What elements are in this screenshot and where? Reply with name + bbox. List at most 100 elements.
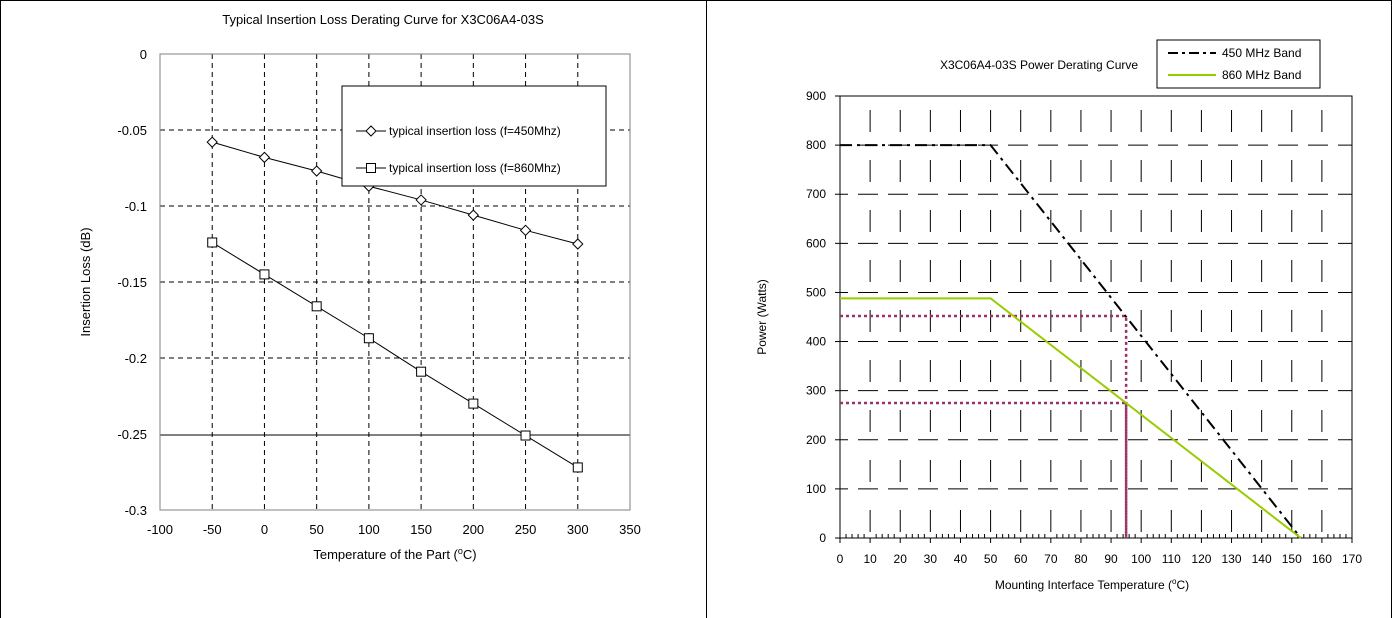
guide-line-0 bbox=[840, 314, 1128, 538]
y-tick-label: 400 bbox=[806, 335, 826, 349]
y-tick-label: 800 bbox=[806, 138, 826, 152]
data-point-diamond bbox=[415, 194, 427, 206]
x-tick-label: 60 bbox=[1014, 552, 1028, 566]
y-tick-label: -0.15 bbox=[117, 275, 147, 290]
x-tick-label: 250 bbox=[515, 522, 537, 537]
y-tick-label: 0 bbox=[140, 47, 147, 62]
minor-ticks bbox=[845, 534, 1347, 538]
y-tick-label: -0.3 bbox=[125, 503, 147, 518]
legend-label-450: 450 MHz Band bbox=[1222, 46, 1301, 60]
x-tick-label: 20 bbox=[894, 552, 908, 566]
x-tick-label: 50 bbox=[984, 552, 998, 566]
series-line-1 bbox=[211, 242, 579, 468]
x-tick-label: 100 bbox=[358, 522, 380, 537]
x-tick-label: 200 bbox=[462, 522, 484, 537]
data-point-square bbox=[207, 237, 218, 248]
x-tick-label: 70 bbox=[1044, 552, 1058, 566]
guide-line-1 bbox=[840, 401, 1128, 538]
data-point-diamond bbox=[258, 151, 271, 164]
x-axis-label-main: Temperature of the Part ( bbox=[313, 547, 458, 562]
data-point-square bbox=[363, 333, 374, 344]
chart-title: X3C06A4-03S Power Derating Curve bbox=[940, 58, 1138, 72]
y-tick-labels: 0 -0.05 -0.1 -0.15 -0.2 -0.25 -0.3 bbox=[117, 47, 147, 518]
y-tick-label: 700 bbox=[806, 187, 826, 201]
x-tick-label: -100 bbox=[147, 522, 173, 537]
x-tick-label: -50 bbox=[203, 522, 222, 537]
legend: 450 MHz Band 860 MHz Band bbox=[1156, 39, 1321, 89]
x-tick-label: 10 bbox=[863, 552, 877, 566]
y-tick-label: -0.25 bbox=[117, 427, 147, 442]
power-derating-chart: X3C06A4-03S Power Derating Curve 0100200… bbox=[755, 39, 1363, 592]
y-tick-label: -0.05 bbox=[117, 123, 147, 138]
data-point-square bbox=[311, 301, 322, 312]
x-tick-label: 150 bbox=[410, 522, 432, 537]
y-tick-label: -0.1 bbox=[125, 199, 147, 214]
x-tick-label: 80 bbox=[1074, 552, 1088, 566]
plot-area bbox=[839, 95, 1353, 539]
series-line-0 bbox=[212, 141, 578, 245]
x-tick-labels: 0 10 20 30 40 50 60 70 80 90 100 110 120 130 140 150 160… bbox=[837, 552, 1363, 566]
x-tick-label: 110 bbox=[1162, 552, 1181, 566]
x-tick-label: 140 bbox=[1252, 552, 1272, 566]
series-group bbox=[206, 136, 584, 473]
data-point-diamond bbox=[310, 165, 323, 177]
legend-marker-diamond bbox=[365, 125, 377, 137]
legend-box bbox=[1156, 39, 1321, 89]
guide-lines bbox=[840, 314, 1128, 538]
data-point-square bbox=[259, 269, 270, 280]
x-tick-label: 90 bbox=[1104, 552, 1118, 566]
y-axis-label: Insertion Loss (dB) bbox=[78, 227, 93, 336]
y-tick-label: 100 bbox=[806, 482, 826, 496]
data-point-diamond bbox=[572, 238, 584, 250]
x-tick-label: 170 bbox=[1342, 552, 1362, 566]
y-tick-label: 600 bbox=[806, 236, 826, 250]
x-tick-label: 40 bbox=[954, 552, 968, 566]
x-tick-label: 130 bbox=[1222, 552, 1242, 566]
data-point-square bbox=[468, 398, 479, 409]
series-line-0 bbox=[840, 144, 1302, 539]
x-tick-label: 150 bbox=[1282, 552, 1302, 566]
series-line-1 bbox=[840, 297, 1302, 539]
data-point-diamond bbox=[519, 224, 532, 237]
y-tick-labels: 0 100 200 300 400 500 600 700 800 900 bbox=[806, 89, 826, 545]
x-tick-label: 30 bbox=[924, 552, 938, 566]
x-tick-label: 0 bbox=[261, 522, 268, 537]
data-point-diamond bbox=[467, 209, 480, 221]
legend-label-450: typical insertion loss (f=450Mhz) bbox=[389, 124, 561, 138]
data-point-square bbox=[572, 462, 583, 473]
y-tick-label: 900 bbox=[806, 89, 826, 103]
chart-title: Typical Insertion Loss Derating Curve fo… bbox=[222, 12, 544, 27]
x-tick-label: 160 bbox=[1312, 552, 1332, 566]
plot-area bbox=[159, 53, 631, 511]
y-tick-label: 500 bbox=[806, 285, 826, 299]
data-point-diamond bbox=[206, 136, 218, 148]
legend-marker-square bbox=[366, 163, 376, 173]
legend-box bbox=[341, 85, 607, 187]
x-tick-label: 0 bbox=[837, 552, 844, 566]
data-point-square bbox=[416, 366, 427, 377]
series-group bbox=[840, 144, 1302, 539]
x-axis-label-degree: o bbox=[1172, 577, 1177, 586]
x-axis-label: Mounting Interface Temperature (oC) bbox=[995, 577, 1189, 592]
x-axis-label-unit: C) bbox=[1177, 578, 1190, 592]
x-axis-label-unit: C) bbox=[463, 547, 477, 562]
y-axis-label: Power (Watts) bbox=[755, 279, 769, 355]
x-axis-label-main: Mounting Interface Temperature ( bbox=[995, 578, 1172, 592]
legend-label-860: 860 MHz Band bbox=[1222, 68, 1301, 82]
insertion-loss-chart: Typical Insertion Loss Derating Curve fo… bbox=[78, 12, 641, 562]
x-axis-label-degree: o bbox=[458, 546, 463, 556]
plot-grid bbox=[835, 95, 1353, 543]
x-axis-label: Temperature of the Part (oC) bbox=[313, 546, 476, 562]
x-tick-label: 350 bbox=[619, 522, 641, 537]
data-point-square bbox=[520, 430, 531, 441]
legend-label-860: typical insertion loss (f=860Mhz) bbox=[389, 161, 561, 175]
y-tick-label: 300 bbox=[806, 384, 826, 398]
y-tick-label: 200 bbox=[806, 433, 826, 447]
x-tick-label: 50 bbox=[309, 522, 323, 537]
y-tick-label: 0 bbox=[819, 531, 826, 545]
y-tick-label: -0.2 bbox=[125, 351, 147, 366]
x-tick-labels: -100 -50 0 50 100 150 200 250 300 350 bbox=[147, 522, 641, 537]
legend: typical insertion loss (f=450Mhz) typica… bbox=[341, 85, 607, 187]
x-tick-label: 100 bbox=[1131, 552, 1151, 566]
